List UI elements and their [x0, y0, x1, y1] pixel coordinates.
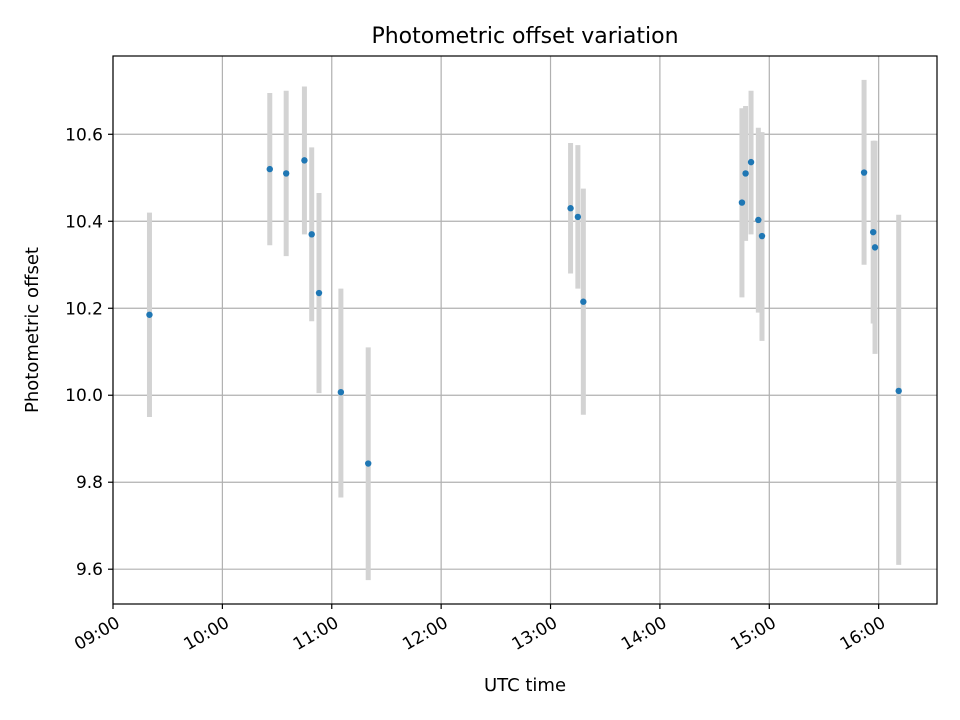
data-point	[315, 289, 323, 297]
data-point	[266, 165, 273, 173]
data-point	[308, 231, 315, 238]
y-tick-label: 10.0	[65, 386, 103, 406]
data-points	[146, 157, 902, 467]
y-tick-label: 10.2	[65, 299, 103, 319]
data-point	[755, 216, 762, 224]
data-point	[871, 244, 879, 251]
data-point	[758, 232, 766, 240]
data-point	[580, 298, 587, 305]
y-tick-label: 9.8	[76, 473, 103, 493]
data-point	[301, 157, 308, 164]
y-tick-label: 10.6	[65, 125, 103, 145]
data-point	[574, 213, 582, 221]
data-point	[567, 205, 574, 212]
data-point	[860, 169, 868, 176]
data-point	[869, 228, 877, 236]
y-axis-label: Photometric offset	[22, 247, 43, 413]
data-point	[337, 388, 345, 396]
grid	[112, 56, 937, 604]
data-point	[738, 199, 746, 206]
data-point	[742, 170, 749, 177]
data-point	[365, 460, 372, 467]
data-point	[282, 170, 290, 177]
y-tick-label: 9.6	[76, 560, 103, 580]
y-tick-label: 10.4	[65, 212, 103, 232]
data-point	[895, 387, 902, 395]
data-point	[146, 311, 153, 318]
x-axis-label: UTC time	[484, 675, 566, 696]
chart-title: Photometric offset variation	[371, 24, 678, 49]
data-point	[747, 158, 755, 166]
plot-frame	[112, 55, 938, 605]
y-axis-ticks: 9.6 9.8 10.0 10.2 10.4 10.6	[65, 125, 113, 580]
